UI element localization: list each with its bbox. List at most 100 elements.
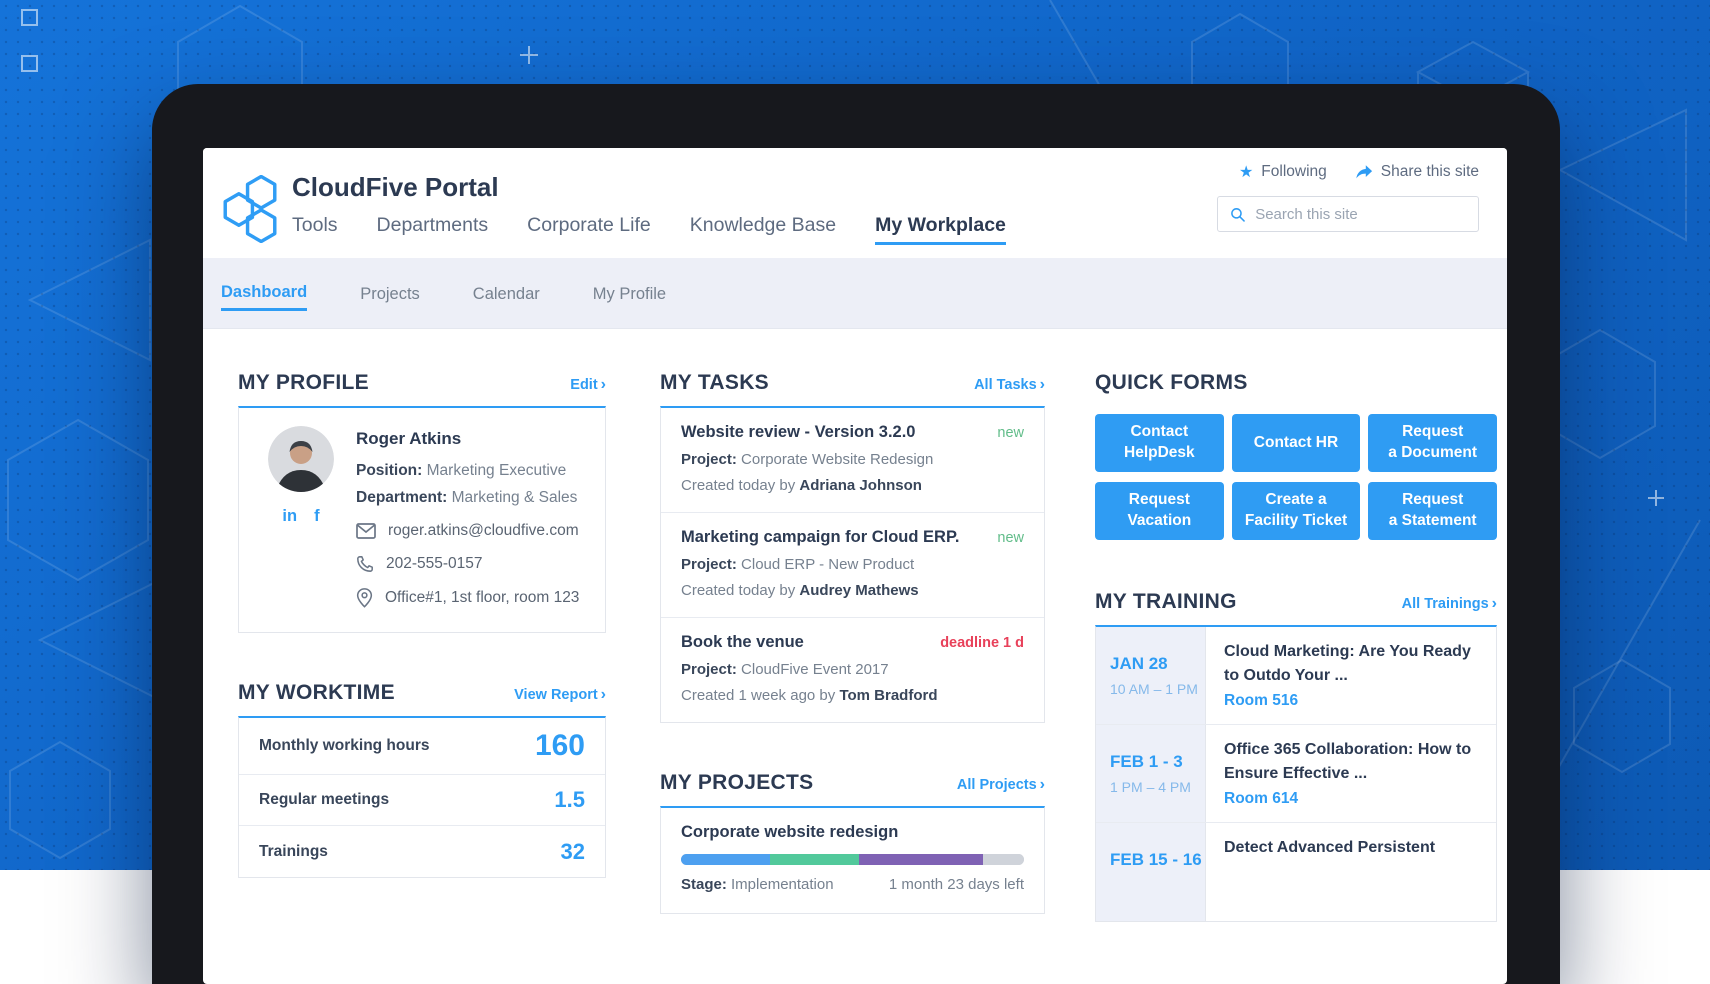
- request-statement-button[interactable]: Request a Statement: [1368, 482, 1497, 540]
- training-item: FEB 1 - 3 1 PM – 4 PM Office 365 Collabo…: [1096, 725, 1496, 823]
- training-room-link[interactable]: Room 614: [1224, 790, 1299, 807]
- view-report-link[interactable]: View Report ›: [514, 686, 606, 703]
- phone-icon: [357, 556, 373, 572]
- middle-column: MY TASKS All Tasks › Website review - Ver…: [660, 371, 1045, 922]
- contact-hr-button[interactable]: Contact HR: [1231, 414, 1361, 472]
- star-icon: ★: [1238, 164, 1254, 181]
- worktime-value: 32: [560, 838, 585, 864]
- task-badge-new: new: [997, 425, 1024, 441]
- training-item: FEB 15 - 16 Detect Advanced Persistent: [1096, 823, 1496, 921]
- task-title[interactable]: Website review - Version 3.2.0: [681, 423, 916, 441]
- edit-profile-link[interactable]: Edit ›: [570, 376, 606, 393]
- training-title[interactable]: Detect Advanced Persistent: [1224, 839, 1436, 856]
- quick-forms-title: QUICK FORMS: [1095, 371, 1248, 394]
- facebook-icon[interactable]: f: [314, 507, 320, 525]
- page-title: CloudFive Portal: [292, 172, 499, 202]
- site-search: [1217, 196, 1479, 232]
- worktime-row: Monthly working hours 160: [239, 718, 605, 775]
- portal-screen: CloudFive Portal Tools Departments Corpo…: [203, 148, 1507, 984]
- dashboard-content: MY PROFILE Edit ›: [203, 329, 1507, 922]
- tasks-card: Website review - Version 3.2.0 new Proje…: [660, 406, 1045, 723]
- nav-item-knowledge-base[interactable]: Knowledge Base: [689, 213, 837, 236]
- share-label: Share this site: [1380, 163, 1479, 180]
- social-links: in f: [259, 507, 343, 526]
- worktime-value: 160: [534, 729, 585, 762]
- profile-phone[interactable]: 202-555-0157: [356, 555, 585, 573]
- all-trainings-link[interactable]: All Trainings ›: [1401, 595, 1497, 612]
- avatar-column: in f: [259, 426, 343, 608]
- profile-location: Office#1, 1st floor, room 123: [356, 588, 585, 608]
- nav-item-corporate-life[interactable]: Corporate Life: [527, 213, 651, 236]
- task-title[interactable]: Book the venue: [681, 633, 804, 651]
- project-stage: Stage: Implementation: [681, 876, 834, 893]
- portal-header: CloudFive Portal Tools Departments Corpo…: [203, 148, 1507, 258]
- task-created: Created today by Adriana Johnson: [681, 477, 922, 494]
- request-document-button[interactable]: Request a Document: [1368, 414, 1497, 472]
- training-date-cell: JAN 28 10 AM – 1 PM: [1096, 627, 1206, 724]
- task-project: Project: Corporate Website Redesign: [681, 451, 934, 468]
- worktime-card: Monthly working hours 160 Regular meetin…: [238, 716, 606, 878]
- envelope-icon: [356, 523, 376, 539]
- nav-item-my-workplace[interactable]: My Workplace: [875, 214, 1006, 245]
- task-created: Created 1 week ago by Tom Bradford: [681, 687, 938, 704]
- training-title[interactable]: Office 365 Collaboration: How to Ensure …: [1224, 741, 1472, 782]
- projects-card: Corporate website redesign Stage: Implem…: [660, 806, 1045, 914]
- all-tasks-link[interactable]: All Tasks ›: [974, 376, 1045, 393]
- training-card: JAN 28 10 AM – 1 PM Cloud Marketing: Are…: [1095, 625, 1497, 922]
- all-projects-link[interactable]: All Projects ›: [956, 776, 1045, 793]
- nav-item-tools[interactable]: Tools: [292, 213, 338, 236]
- task-project: Project: Cloud ERP - New Product: [681, 556, 915, 573]
- create-facility-ticket-button[interactable]: Create a Facility Ticket: [1231, 482, 1361, 540]
- project-time-left: 1 month 23 days left: [888, 876, 1024, 893]
- tab-calendar[interactable]: Calendar: [472, 284, 540, 303]
- profile-email[interactable]: roger.atkins@cloudfive.com: [356, 522, 585, 540]
- tab-my-profile[interactable]: My Profile: [592, 284, 667, 303]
- nav-item-departments[interactable]: Departments: [376, 213, 489, 236]
- quick-forms-grid: Contact HelpDesk Contact HR Request a Do…: [1095, 414, 1497, 540]
- task-project: Project: CloudFive Event 2017: [681, 661, 889, 678]
- my-worktime-title: MY WORKTIME: [238, 681, 395, 704]
- training-room-link[interactable]: Room 516: [1224, 692, 1299, 709]
- project-progress-bar: [681, 854, 1024, 865]
- chevron-right-icon: ›: [1039, 376, 1045, 393]
- header-actions: ★ Following Share this site: [1239, 162, 1479, 182]
- profile-department: Department: Marketing & Sales: [356, 489, 578, 506]
- training-title[interactable]: Cloud Marketing: Are You Ready to Outdo …: [1224, 643, 1471, 684]
- profile-info: Roger Atkins Position: Marketing Executi…: [343, 426, 585, 608]
- worktime-row: Regular meetings 1.5: [239, 775, 605, 826]
- chevron-right-icon: ›: [1039, 776, 1045, 793]
- profile-name: Roger Atkins: [356, 429, 462, 448]
- training-date-cell: FEB 15 - 16: [1096, 823, 1206, 921]
- avatar: [268, 426, 334, 492]
- task-item: Book the venue deadline 1 d Project: Clo…: [661, 618, 1044, 722]
- worktime-row: Trainings 32: [259, 838, 585, 864]
- tab-projects[interactable]: Projects: [360, 284, 420, 303]
- right-column: QUICK FORMS Contact HelpDesk Contact HR …: [1095, 371, 1497, 922]
- left-column: MY PROFILE Edit ›: [238, 371, 606, 922]
- task-title[interactable]: Marketing campaign for Cloud ERP.: [681, 528, 960, 546]
- project-item: Corporate website redesign Stage: Implem…: [661, 808, 1044, 913]
- chevron-right-icon: ›: [600, 376, 606, 393]
- worktime-value: 1.5: [554, 787, 585, 812]
- location-pin-icon: [356, 588, 373, 608]
- search-input[interactable]: [1255, 205, 1466, 223]
- share-site-button[interactable]: Share this site: [1355, 162, 1479, 182]
- task-item: Website review - Version 3.2.0 new Proje…: [661, 408, 1044, 513]
- chevron-right-icon: ›: [600, 686, 606, 703]
- task-badge-new: new: [997, 530, 1024, 546]
- task-created: Created today by Audrey Mathews: [681, 582, 919, 599]
- project-title[interactable]: Corporate website redesign: [681, 823, 899, 841]
- training-date-cell: FEB 1 - 3 1 PM – 4 PM: [1096, 725, 1206, 822]
- contact-helpdesk-button[interactable]: Contact HelpDesk: [1095, 414, 1224, 472]
- training-item: JAN 28 10 AM – 1 PM Cloud Marketing: Are…: [1096, 627, 1496, 725]
- following-label: Following: [1261, 163, 1327, 180]
- my-projects-title: MY PROJECTS: [660, 771, 814, 794]
- search-icon: [1231, 207, 1245, 222]
- following-button[interactable]: ★ Following: [1239, 162, 1327, 182]
- tab-dashboard[interactable]: Dashboard: [221, 275, 308, 311]
- chevron-right-icon: ›: [1491, 595, 1497, 612]
- request-vacation-button[interactable]: Request Vacation: [1095, 482, 1224, 540]
- profile-position: Position: Marketing Executive: [356, 462, 567, 479]
- linkedin-icon[interactable]: in: [282, 507, 298, 525]
